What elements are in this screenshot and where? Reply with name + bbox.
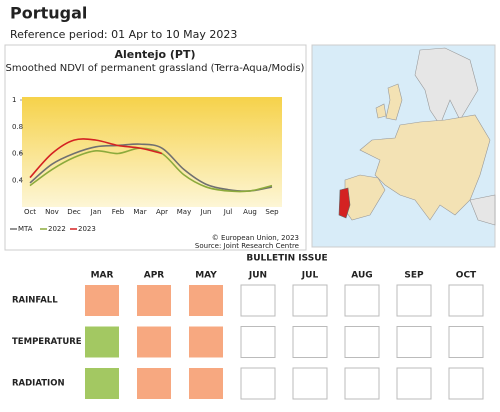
status-cell <box>292 326 328 358</box>
month-header: SEP <box>404 271 424 281</box>
series-line <box>29 138 163 179</box>
month-header: JUN <box>248 271 267 281</box>
status-cell <box>240 367 276 400</box>
month-header: MAY <box>195 271 217 281</box>
month-header: JUL <box>301 271 319 281</box>
status-cell <box>137 285 171 316</box>
legend-label: 2023 <box>78 225 96 233</box>
status-cell <box>448 284 484 317</box>
status-cell <box>137 368 171 399</box>
chart-subtitle: Smoothed NDVI of permanent grassland (Te… <box>6 63 305 74</box>
x-tick-label: Dec <box>67 208 81 216</box>
page-subtitle: Reference period: 01 Apr to 10 May 2023 <box>10 28 237 41</box>
status-cell <box>344 326 380 358</box>
status-cell <box>189 326 223 358</box>
status-cell <box>396 326 432 358</box>
chart-title: Alentejo (PT) <box>114 48 195 61</box>
x-tick-label: Apr <box>156 208 168 216</box>
x-tick-label: Jun <box>200 208 212 216</box>
status-cell <box>292 284 328 317</box>
series-line <box>29 147 273 193</box>
status-cell <box>85 326 119 358</box>
status-cell <box>292 367 328 400</box>
month-header: AUG <box>351 271 372 281</box>
status-cell <box>85 368 119 399</box>
status-cell <box>448 326 484 358</box>
x-tick-label: Sep <box>265 208 279 216</box>
status-cell <box>344 284 380 317</box>
x-tick-label: Aug <box>243 208 257 216</box>
y-tick-label: 0.6 <box>12 150 24 158</box>
status-cell <box>189 368 223 399</box>
row-label: TEMPERATURE <box>12 337 82 347</box>
plot-area <box>22 97 282 207</box>
row-label: RADIATION <box>12 379 65 389</box>
month-header: OCT <box>456 271 477 281</box>
month-header: APR <box>144 271 165 281</box>
series-line <box>29 143 273 192</box>
bulletin-title: BULLETIN ISSUE <box>246 254 327 264</box>
status-cell <box>396 284 432 317</box>
y-tick-label: 0.8 <box>12 123 23 131</box>
x-tick-label: Jan <box>90 208 102 216</box>
credit: Source: Joint Research Centre <box>195 242 299 250</box>
month-header: MAR <box>91 271 114 281</box>
status-cell <box>396 367 432 400</box>
status-cell <box>240 326 276 358</box>
status-cell <box>137 326 171 358</box>
row-label: RAINFALL <box>12 296 58 306</box>
y-tick-label: 0.4 <box>12 176 24 184</box>
x-tick-label: Nov <box>45 208 59 216</box>
x-tick-label: Oct <box>24 208 36 216</box>
map <box>311 44 496 248</box>
status-cell <box>85 285 119 316</box>
page-title: Portugal <box>10 4 87 23</box>
x-tick-label: Jul <box>223 208 233 216</box>
credit: © European Union, 2023 <box>212 234 299 242</box>
legend-label: MTA <box>18 225 33 233</box>
status-cell <box>189 285 223 316</box>
status-cell <box>344 367 380 400</box>
x-tick-label: May <box>177 208 191 216</box>
x-tick-label: Mar <box>133 208 146 216</box>
x-tick-label: Feb <box>112 208 125 216</box>
status-cell <box>240 284 276 317</box>
legend-label: 2022 <box>48 225 66 233</box>
y-tick-label: 1 <box>12 96 16 104</box>
status-cell <box>448 367 484 400</box>
